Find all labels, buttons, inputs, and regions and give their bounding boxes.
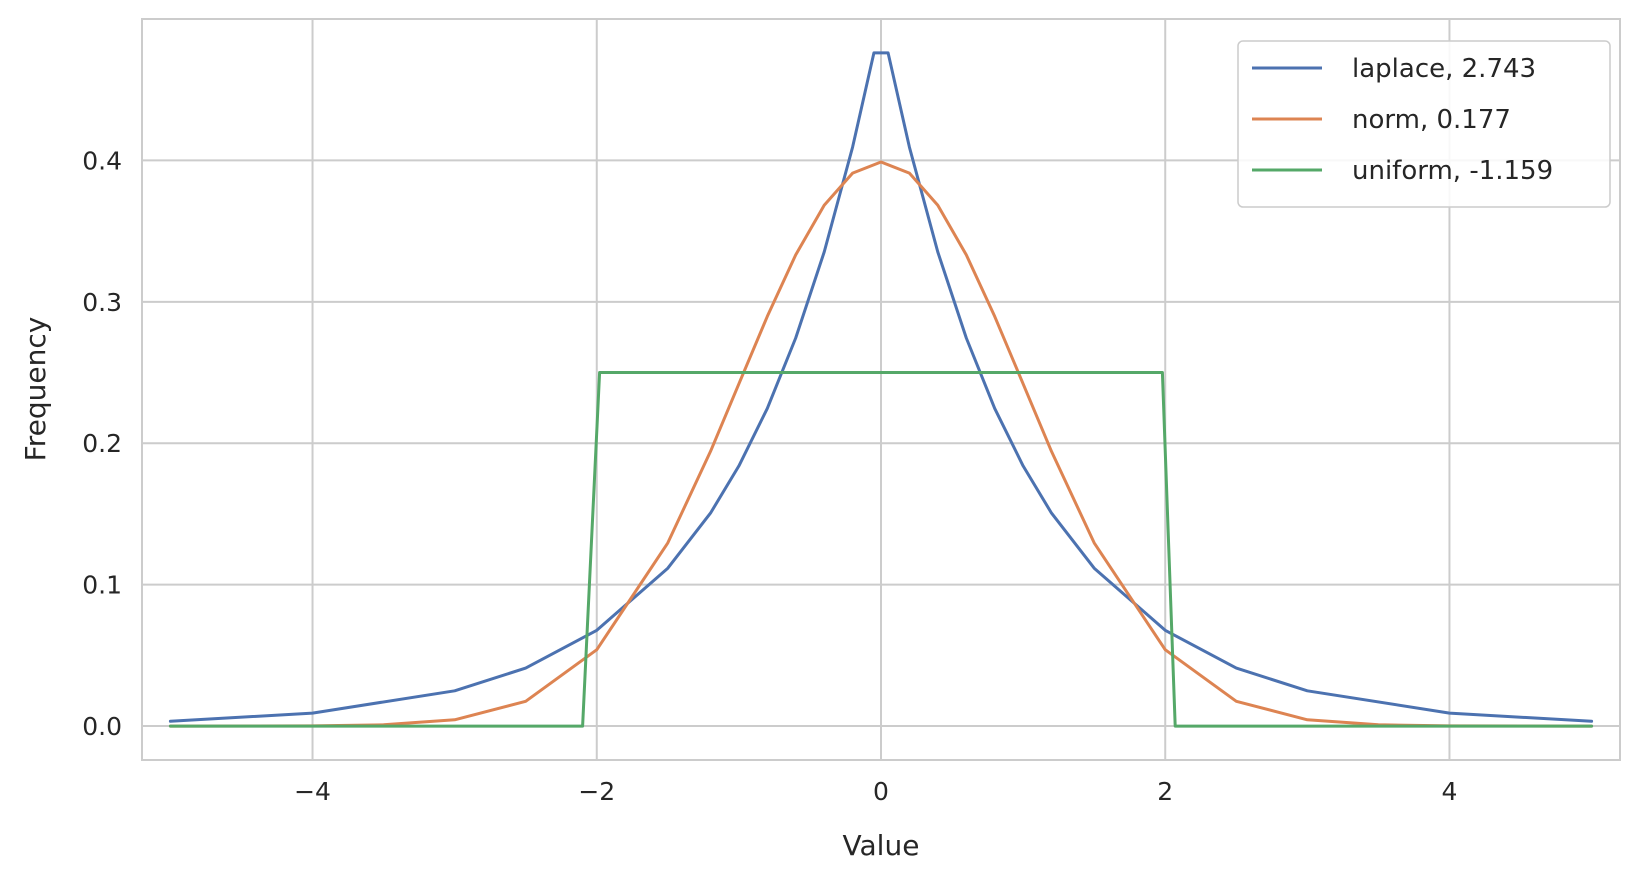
series-line-1 [168, 51, 1594, 723]
series-line-2 [168, 160, 1594, 728]
x-tick-label: 0 [873, 777, 889, 806]
legend-label: laplace, 2.743 [1352, 54, 1536, 84]
y-tick-label: 0.0 [82, 712, 122, 741]
series-lines [168, 51, 1594, 728]
y-tick-label: 0.1 [82, 571, 122, 600]
x-tick-label: 2 [1157, 777, 1173, 806]
legend: laplace, 2.743 norm, 0.177 uniform, -1.159 [1237, 40, 1611, 208]
y-tick-label: 0.3 [82, 288, 122, 317]
x-tick-label: −4 [294, 777, 331, 806]
legend-label: uniform, -1.159 [1352, 156, 1553, 186]
x-axis-label: Value [843, 829, 920, 862]
series-line-3 [168, 371, 1594, 728]
x-tick-labels: −4 −2 0 2 4 [294, 777, 1457, 806]
x-tick-label: 4 [1442, 777, 1458, 806]
legend-label: norm, 0.177 [1352, 105, 1511, 135]
plot-area-frame [141, 18, 1621, 761]
y-tick-labels: 0.0 0.1 0.2 0.3 0.4 [82, 146, 122, 741]
x-tick-label: −2 [578, 777, 615, 806]
y-tick-label: 0.4 [82, 146, 122, 175]
y-axis-label: Frequency [19, 317, 52, 462]
y-tick-label: 0.2 [82, 429, 122, 458]
legend-box [1237, 40, 1611, 208]
